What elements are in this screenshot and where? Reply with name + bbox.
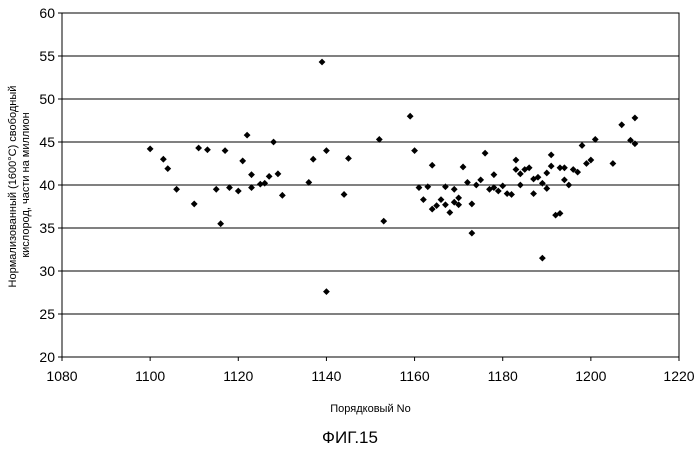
x-tick-label: 1080: [46, 368, 77, 384]
x-tick-label: 1180: [488, 368, 518, 384]
x-tick-label: 1120: [223, 368, 253, 384]
data-point: [270, 139, 277, 146]
data-point: [477, 176, 484, 183]
data-point: [548, 152, 555, 159]
data-point: [429, 162, 436, 169]
gridlines: [62, 56, 679, 314]
data-point: [438, 196, 445, 203]
data-point: [235, 188, 242, 195]
data-point: [618, 121, 625, 128]
y-tick-label: 25: [39, 306, 55, 322]
data-point: [164, 165, 171, 172]
y-tick-label: 35: [39, 220, 55, 236]
data-point: [530, 190, 537, 197]
y-tick-label: 60: [39, 5, 55, 21]
y-axis-ticks: 20 25 30 35 40 45 50 55 60: [39, 5, 62, 365]
data-point: [407, 113, 414, 120]
data-point: [275, 170, 282, 177]
data-point: [473, 182, 480, 189]
data-point: [491, 171, 498, 178]
data-point: [420, 196, 427, 203]
figure-caption: ФИГ.15: [0, 428, 700, 448]
data-point: [323, 288, 330, 295]
x-tick-label: 1220: [663, 368, 694, 384]
y-axis-label-line-1: Нормализованный (1600°C) свободный: [7, 86, 19, 288]
data-point: [173, 186, 180, 193]
data-point: [217, 220, 224, 227]
data-point: [380, 218, 387, 225]
data-point: [513, 166, 520, 173]
data-point: [517, 182, 524, 189]
data-point: [341, 191, 348, 198]
x-tick-label: 1100: [135, 368, 165, 384]
data-point: [310, 156, 317, 163]
y-tick-label: 50: [39, 91, 55, 107]
data-point: [468, 201, 475, 208]
y-axis-label-line-2: кислород, части на миллион: [20, 112, 32, 257]
y-axis-label: Нормализованный (1600°C) свободный кисло…: [7, 83, 32, 288]
data-point: [204, 146, 211, 153]
data-point: [261, 180, 268, 187]
data-point: [543, 185, 550, 192]
data-point: [539, 255, 546, 262]
data-point: [244, 132, 251, 139]
data-point: [424, 183, 431, 190]
data-point: [513, 157, 520, 164]
data-point: [319, 59, 326, 66]
data-point: [191, 201, 198, 208]
data-point: [539, 180, 546, 187]
data-point: [213, 186, 220, 193]
data-point: [482, 150, 489, 157]
data-point: [323, 147, 330, 154]
data-point: [451, 186, 458, 193]
data-point: [632, 115, 639, 122]
data-point: [468, 230, 475, 237]
data-point: [565, 182, 572, 189]
data-point: [345, 155, 352, 162]
x-axis-label: Порядковый No: [330, 403, 410, 415]
data-point: [442, 183, 449, 190]
data-point: [543, 170, 550, 177]
data-point: [579, 142, 586, 149]
y-tick-label: 20: [39, 349, 55, 365]
x-tick-label: 1140: [311, 368, 341, 384]
data-point: [442, 201, 449, 208]
data-point: [517, 170, 524, 177]
data-point: [460, 164, 467, 171]
y-tick-label: 30: [39, 263, 55, 279]
data-point: [279, 192, 286, 199]
data-point: [455, 195, 462, 202]
data-point: [561, 164, 568, 171]
data-point: [561, 176, 568, 183]
y-tick-label: 55: [39, 48, 55, 64]
data-points: [147, 59, 639, 295]
x-axis-ticks: 1080 1100 1120 1140 1160 1180 1200 1220: [46, 357, 694, 384]
data-point: [222, 147, 229, 154]
data-point: [195, 145, 202, 152]
data-point: [266, 173, 273, 180]
data-point: [548, 163, 555, 170]
data-point: [609, 160, 616, 167]
data-point: [508, 191, 515, 198]
data-point: [160, 156, 167, 163]
x-tick-label: 1160: [400, 368, 430, 384]
y-tick-label: 45: [39, 134, 55, 150]
data-point: [147, 145, 154, 152]
x-tick-label: 1200: [575, 368, 606, 384]
data-point: [248, 171, 255, 178]
y-tick-label: 40: [39, 177, 55, 193]
data-point: [411, 147, 418, 154]
data-point: [499, 182, 506, 189]
data-point: [446, 209, 453, 216]
data-point: [239, 158, 246, 165]
